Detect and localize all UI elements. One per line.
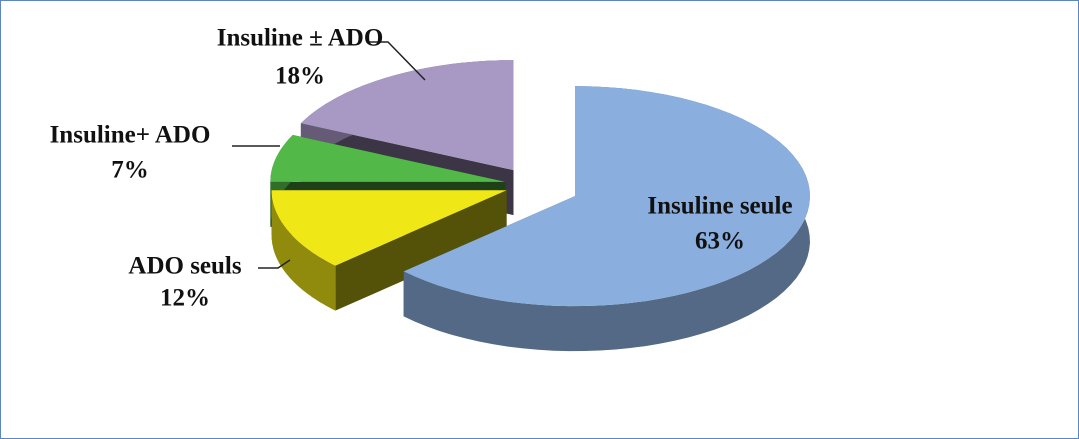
- leader-line: [368, 41, 426, 81]
- category-label: Insuline ± ADO: [217, 25, 384, 52]
- value-label: 18%: [275, 63, 325, 90]
- pie: [270, 60, 810, 352]
- value-label: 7%: [111, 157, 149, 184]
- value-label: 12%: [160, 285, 210, 312]
- leader-line: [258, 259, 291, 269]
- slice: [270, 135, 506, 182]
- category-label: ADO seuls: [128, 253, 241, 280]
- slice: [403, 86, 810, 307]
- slice-side: [271, 190, 336, 311]
- slice: [300, 60, 514, 171]
- slice: [271, 190, 507, 266]
- category-label: Insuline+ ADO: [50, 122, 211, 149]
- slice-side: [403, 86, 810, 352]
- category-label: Insuline seule: [647, 193, 792, 220]
- value-label: 63%: [695, 228, 745, 255]
